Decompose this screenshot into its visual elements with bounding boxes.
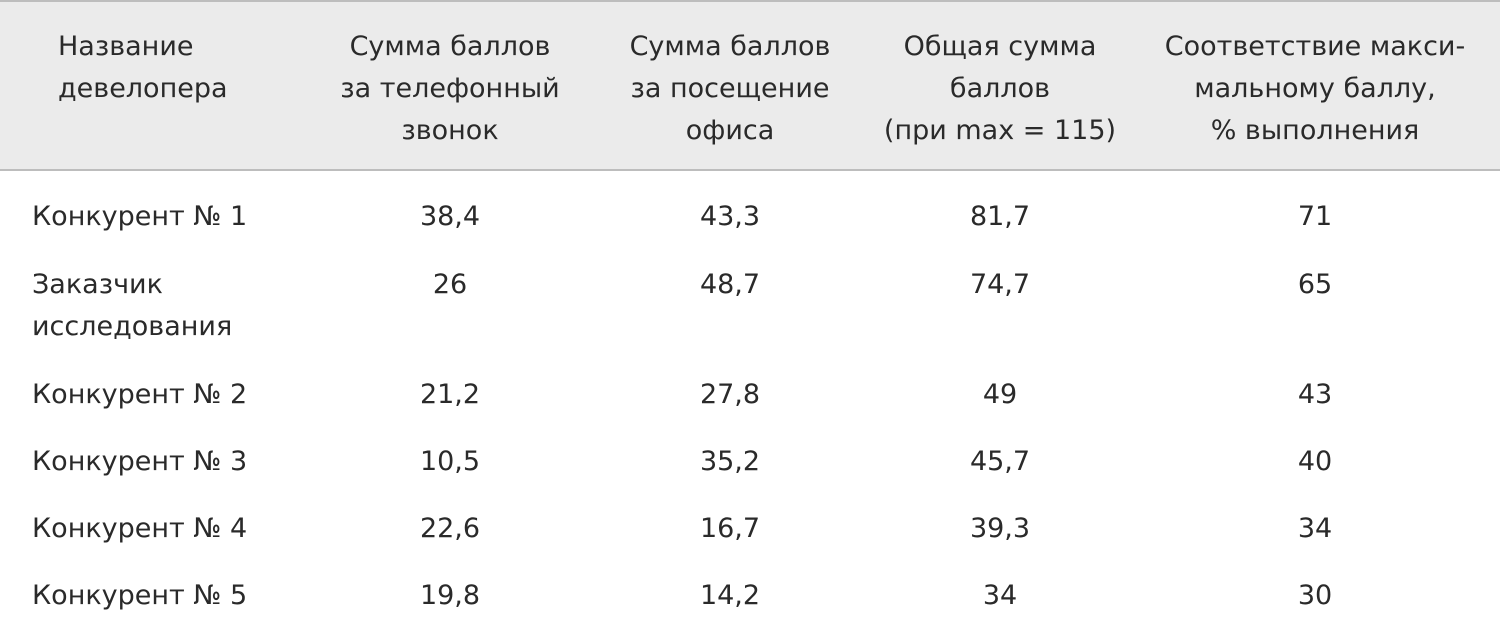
header-text: Соответствие макси-	[1164, 31, 1466, 62]
header-text: Сумма баллов	[349, 31, 551, 62]
cell-value: 65	[1297, 269, 1333, 300]
cell-value: 22,6	[419, 513, 481, 544]
cell-value: 10,5	[419, 446, 481, 477]
cell-value: 19,8	[419, 580, 481, 611]
header-text: Общая сумма	[903, 31, 1097, 62]
header-text: за посещение	[630, 73, 830, 104]
cell-value: 38,4	[419, 201, 481, 232]
header-text: баллов	[949, 73, 1051, 104]
row-label: Конкурент № 3	[32, 446, 248, 477]
row-label: Конкурент № 4	[32, 513, 248, 544]
header-background	[0, 0, 1500, 171]
cell-value: 40	[1297, 446, 1333, 477]
header-text: мальному баллу,	[1194, 73, 1436, 104]
cell-value: 16,7	[699, 513, 761, 544]
cell-value: 39,3	[969, 513, 1031, 544]
cell-value: 21,2	[419, 379, 481, 410]
header-text: Название	[58, 31, 194, 62]
cell-value: 27,8	[699, 379, 761, 410]
cell-value: 34	[982, 580, 1018, 611]
row-label: Конкурент № 5	[32, 580, 248, 611]
cell-value: 43,3	[699, 201, 761, 232]
cell-value: 74,7	[969, 269, 1031, 300]
header-text: % выполнения	[1210, 115, 1420, 146]
cell-value: 14,2	[699, 580, 761, 611]
cell-value: 43	[1297, 379, 1333, 410]
header-text: Сумма баллов	[629, 31, 831, 62]
header-text: девелопера	[58, 73, 228, 104]
cell-value: 26	[432, 269, 468, 300]
row-label: Конкурент № 2	[32, 379, 248, 410]
row-label: Конкурент № 1	[32, 201, 248, 232]
header-text: за телефонный	[340, 73, 560, 104]
row-label: исследования	[32, 311, 233, 342]
cell-value: 81,7	[969, 201, 1031, 232]
header-text: звонок	[401, 115, 499, 146]
cell-value: 35,2	[699, 446, 761, 477]
cell-value: 34	[1297, 513, 1333, 544]
cell-value: 49	[982, 379, 1018, 410]
row-label: Заказчик	[32, 269, 163, 300]
cell-value: 30	[1297, 580, 1333, 611]
cell-value: 48,7	[699, 269, 761, 300]
cell-value: 71	[1297, 201, 1333, 232]
header-text: (при max = 115)	[883, 115, 1117, 146]
cell-value: 45,7	[969, 446, 1031, 477]
header-text: офиса	[685, 115, 775, 146]
